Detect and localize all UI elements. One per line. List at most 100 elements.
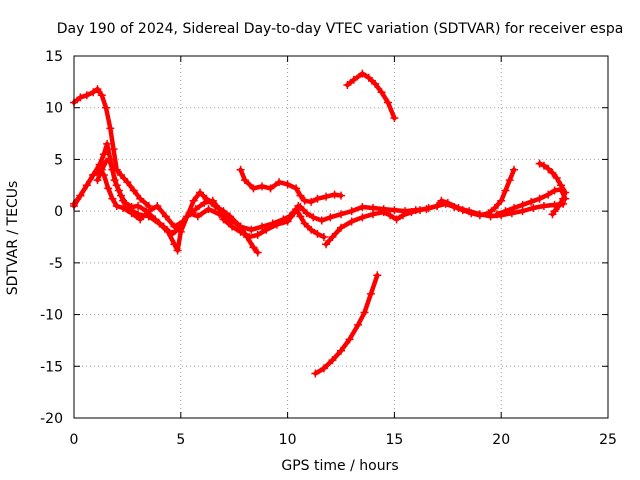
- x-tick-label: 25: [599, 432, 617, 448]
- x-tick-label: 20: [492, 432, 510, 448]
- data-point: [134, 201, 143, 210]
- data-point: [386, 211, 395, 220]
- data-point: [296, 212, 305, 221]
- data-point: [529, 204, 538, 213]
- data-point: [89, 88, 98, 97]
- data-point: [433, 201, 442, 210]
- data-point: [116, 191, 125, 200]
- data-point: [112, 181, 121, 190]
- data-point: [535, 194, 544, 203]
- series-arc-a: [70, 85, 153, 210]
- data-point: [347, 217, 356, 226]
- data-point: [253, 230, 262, 239]
- data-point: [108, 194, 117, 203]
- data-point: [552, 174, 561, 183]
- data-point: [319, 233, 328, 241]
- data-point: [307, 225, 316, 234]
- data-point: [337, 210, 345, 219]
- data-point: [364, 73, 373, 82]
- data-point: [510, 165, 519, 174]
- data-point: [450, 203, 459, 212]
- data-point: [501, 207, 510, 216]
- data-point: [559, 194, 568, 203]
- data-point: [249, 184, 258, 193]
- data-point: [247, 225, 256, 234]
- ticks: [73, 55, 609, 419]
- data-point: [347, 207, 356, 216]
- data-point: [257, 182, 266, 191]
- data-point: [129, 186, 138, 195]
- data-point: [236, 165, 245, 174]
- data-point: [296, 191, 305, 200]
- data-point: [106, 124, 115, 133]
- series-arc-f: [296, 196, 568, 225]
- data-point: [275, 178, 284, 187]
- series-arc-h: [343, 69, 399, 123]
- data-point: [283, 180, 292, 189]
- data-point: [548, 210, 557, 219]
- data-point: [328, 356, 337, 365]
- y-tick-label: 10: [45, 101, 63, 117]
- data-point: [105, 155, 114, 164]
- data-point: [136, 215, 145, 224]
- series-arc-e: [236, 165, 345, 206]
- data-point: [196, 188, 205, 197]
- data-point: [97, 165, 106, 174]
- data-point: [416, 206, 425, 215]
- plot-frame: [73, 55, 609, 419]
- data-point: [326, 213, 335, 222]
- data-point: [191, 205, 200, 214]
- data-point: [383, 98, 392, 107]
- data-point: [554, 201, 563, 210]
- data-point: [407, 208, 416, 217]
- data-point: [290, 209, 299, 218]
- series-arc-i: [311, 271, 382, 378]
- data-point: [330, 190, 339, 199]
- series-line: [345, 71, 397, 121]
- data-point: [475, 211, 484, 220]
- data-point: [245, 233, 254, 241]
- x-axis-label: GPS time / hours: [281, 458, 398, 474]
- data-point: [492, 210, 501, 219]
- data-point: [544, 164, 553, 173]
- x-tick-labels: 0 5 10 15 20 25: [70, 432, 617, 448]
- data-point: [108, 165, 117, 174]
- data-point: [366, 289, 375, 298]
- data-point: [544, 190, 553, 199]
- data-point: [262, 225, 271, 234]
- data-point: [89, 170, 98, 179]
- data-point: [208, 196, 217, 205]
- data-point: [97, 91, 106, 100]
- x-tick-label: 10: [279, 432, 297, 448]
- series-line: [313, 273, 380, 376]
- data-point: [307, 197, 316, 206]
- data-point: [99, 150, 108, 159]
- series-line: [71, 141, 260, 255]
- data-point: [467, 209, 476, 218]
- data-point: [257, 222, 266, 231]
- data-point: [313, 194, 322, 203]
- data-point: [358, 203, 367, 212]
- data-point: [142, 207, 151, 216]
- data-point: [228, 222, 237, 231]
- data-point: [505, 176, 514, 185]
- data-point: [200, 198, 209, 207]
- data-point: [358, 213, 367, 222]
- data-point: [102, 103, 111, 112]
- data-point: [322, 192, 331, 201]
- data-point: [518, 200, 527, 209]
- data-point: [240, 176, 249, 185]
- data-point: [550, 186, 559, 195]
- data-point: [93, 85, 102, 94]
- data-point: [345, 335, 354, 344]
- y-tick-label: 5: [54, 152, 63, 168]
- data-point: [548, 168, 557, 177]
- data-point: [204, 205, 213, 214]
- series-layer: [70, 69, 570, 378]
- y-tick-label: -5: [49, 256, 63, 272]
- data-point: [360, 308, 369, 317]
- data-point: [127, 203, 136, 212]
- data-point: [123, 178, 132, 187]
- series-arc-k: [535, 159, 570, 219]
